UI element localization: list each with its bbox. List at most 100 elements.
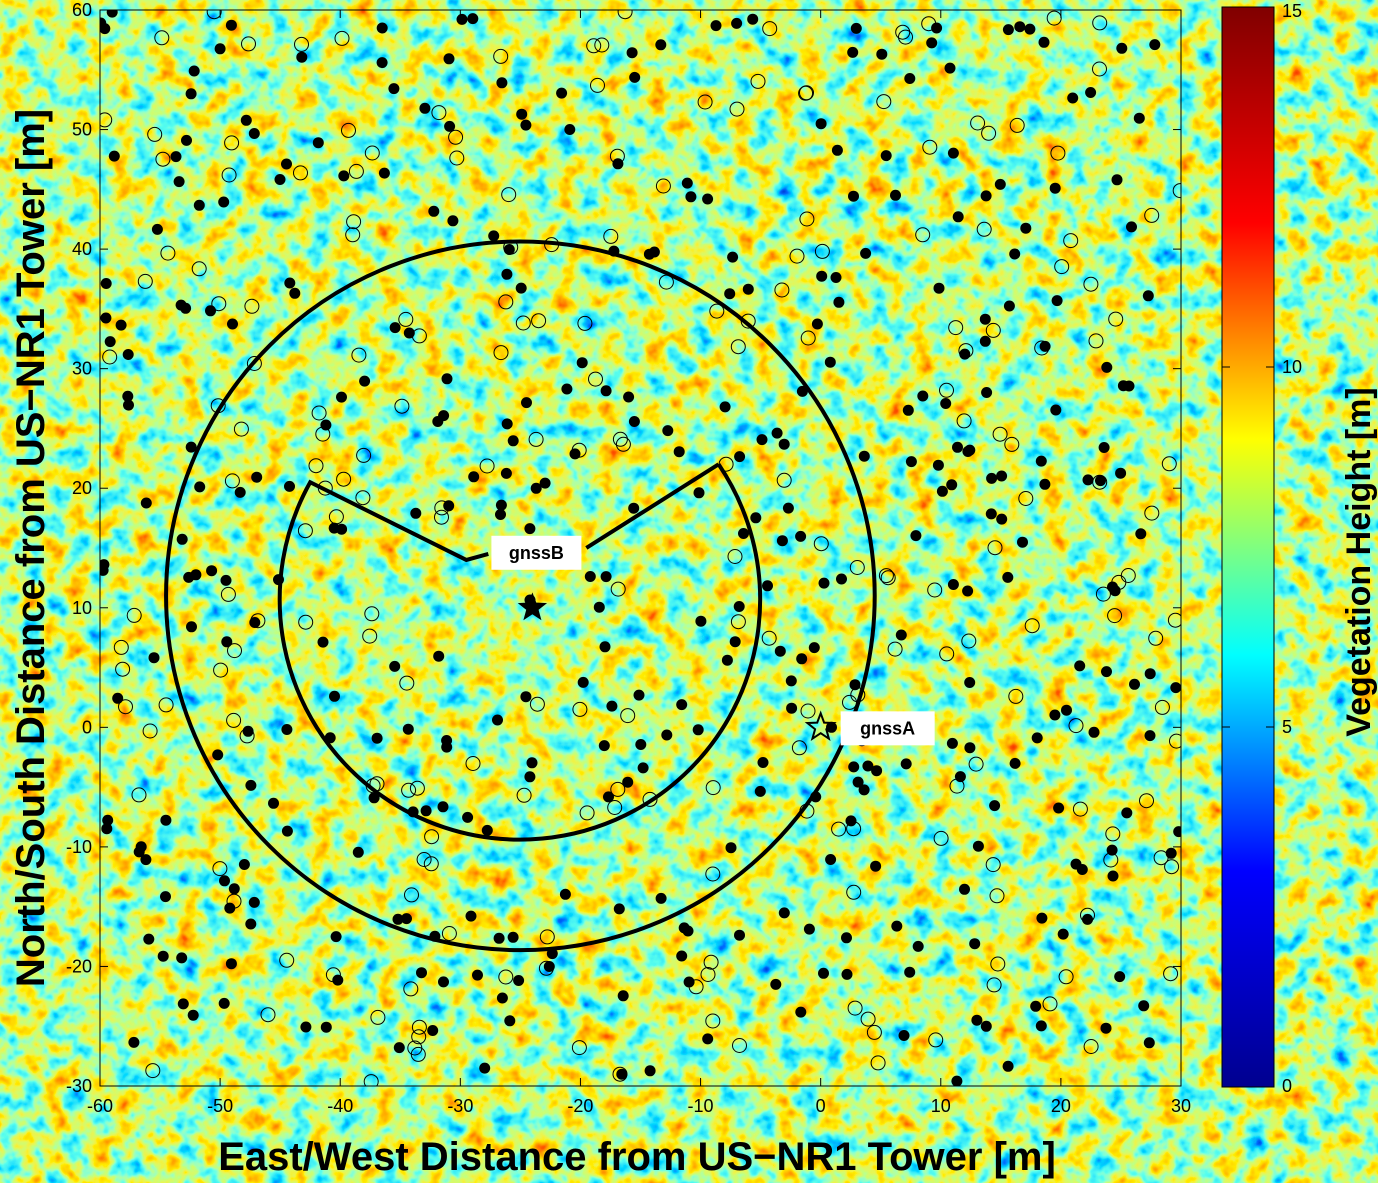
- tree-ring: [1107, 608, 1123, 624]
- tree-dot: [175, 299, 187, 311]
- tree-dot: [428, 205, 440, 217]
- tree-ring: [244, 298, 260, 314]
- tree-ring: [761, 630, 777, 646]
- tree-dot: [1002, 571, 1014, 583]
- tree-ring: [846, 821, 862, 837]
- tree-ring: [990, 956, 1006, 972]
- tree-dot: [692, 724, 704, 736]
- tree-dot: [796, 385, 808, 397]
- tree-ring: [571, 442, 587, 458]
- tree-dot: [952, 441, 963, 453]
- tree-dot: [962, 446, 974, 457]
- tree-dot: [467, 13, 479, 25]
- tree-dot: [330, 931, 342, 943]
- tree-dot: [600, 571, 612, 583]
- tree-dot: [862, 760, 874, 772]
- tree-ring: [363, 1074, 379, 1086]
- tree-dot: [410, 507, 422, 519]
- tree-dot: [338, 170, 350, 182]
- tree-ring: [398, 311, 414, 327]
- tree-ring: [800, 330, 816, 346]
- tree-dot: [284, 480, 295, 492]
- tree-ring: [226, 712, 242, 728]
- tree-dot: [170, 151, 182, 163]
- tree-dot: [719, 401, 731, 413]
- tree-ring: [206, 10, 222, 20]
- tree-ring: [1054, 259, 1070, 275]
- tree-ring: [260, 1007, 276, 1023]
- tree-ring: [434, 509, 449, 525]
- tree-ring: [424, 829, 440, 845]
- tree-dot: [841, 932, 852, 944]
- gnss-label-box: [491, 535, 582, 570]
- tree-ring: [410, 1046, 426, 1062]
- tree-dot: [1036, 912, 1048, 924]
- outer-footprint-circle: [164, 239, 877, 953]
- tree-dot: [1009, 248, 1021, 260]
- tree-ring: [529, 696, 545, 712]
- tree-dot: [979, 313, 991, 325]
- tree-dot: [456, 13, 468, 25]
- tree-dot: [989, 800, 1001, 812]
- x-tick-label: -30: [447, 1096, 473, 1116]
- tree-ring: [813, 536, 829, 552]
- tree-ring: [1068, 718, 1084, 734]
- tree-ring: [799, 85, 814, 101]
- tree-ring: [113, 639, 129, 655]
- tree-dot: [227, 318, 238, 330]
- tree-ring: [1167, 612, 1181, 628]
- tree-dot: [629, 71, 641, 83]
- tree-dot: [870, 860, 882, 872]
- tree-dot: [312, 137, 324, 149]
- tree-dot: [317, 636, 329, 648]
- y-tick-label: -10: [66, 837, 92, 857]
- tree-dot: [1114, 971, 1126, 983]
- tree-dot: [218, 196, 230, 208]
- tree-dot: [100, 559, 110, 571]
- tree-dot: [559, 888, 571, 900]
- tree-dot: [742, 283, 754, 295]
- tree-ring: [364, 145, 380, 161]
- tree-dot: [564, 124, 576, 135]
- tree-dot: [795, 530, 807, 542]
- tree-dot: [747, 13, 759, 25]
- tree-dot: [1061, 704, 1072, 716]
- tree-dot: [655, 892, 667, 904]
- tree-dot: [1002, 1060, 1014, 1072]
- colorbar: 0 5 10 15 Vegetation Height [m]: [1221, 1, 1378, 1096]
- tree-dot: [778, 907, 790, 919]
- tree-dot: [389, 322, 401, 334]
- tree-ring: [498, 294, 514, 310]
- tree-ring: [992, 426, 1008, 442]
- tree-dot: [106, 10, 118, 18]
- tree-dot: [1170, 682, 1181, 694]
- tree-ring: [448, 129, 464, 145]
- tree-dot: [1070, 858, 1082, 870]
- tree-dot: [530, 482, 542, 494]
- tree-dot: [524, 771, 536, 783]
- tree-dot: [944, 62, 956, 74]
- tree-dot: [771, 427, 783, 439]
- tree-ring: [1004, 436, 1020, 452]
- tree-dot: [1121, 807, 1133, 819]
- tree-dot: [1003, 300, 1015, 312]
- tree-dot: [985, 508, 997, 520]
- tree-dot: [782, 502, 794, 514]
- tree-ring: [1092, 15, 1108, 31]
- plot-frame: [99, 9, 1182, 1087]
- tree-dot: [1035, 1020, 1047, 1032]
- tree-dot: [770, 978, 782, 990]
- tree-dot: [1082, 913, 1093, 925]
- tree-dot: [495, 509, 506, 520]
- tree-dot: [910, 530, 922, 542]
- tree-ring: [479, 458, 495, 474]
- tree-dot: [841, 968, 853, 980]
- tree-dot: [762, 580, 773, 592]
- tree-ring: [620, 708, 636, 724]
- tree-dot: [1051, 295, 1063, 307]
- tree-dot: [441, 735, 453, 746]
- tree-dot: [721, 654, 733, 666]
- tree-dot: [1024, 23, 1036, 35]
- tree-dot: [122, 390, 134, 402]
- gnss-label-box: [840, 711, 935, 746]
